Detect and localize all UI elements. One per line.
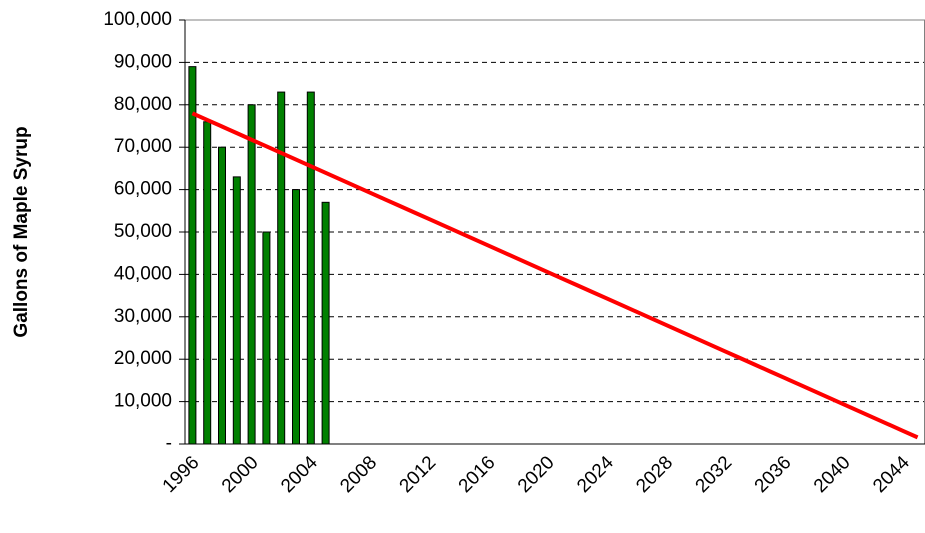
bar xyxy=(292,189,300,445)
y-tick-label: 50,000 xyxy=(114,221,172,242)
x-tick-label: 2024 xyxy=(573,452,618,497)
bar xyxy=(262,231,271,445)
trend-line xyxy=(191,111,919,440)
y-tick-label: 40,000 xyxy=(114,263,172,284)
x-tick-label: 2012 xyxy=(396,452,441,497)
bar xyxy=(277,91,286,445)
bar xyxy=(218,146,226,445)
y-tick-label: 90,000 xyxy=(114,51,172,72)
bar xyxy=(306,91,315,445)
x-tick-label: 2032 xyxy=(692,452,737,497)
x-tick-label: 1996 xyxy=(159,452,204,497)
x-tick-label: 2020 xyxy=(514,452,559,497)
y-tick-label: - xyxy=(166,433,172,454)
x-tick-label: 2044 xyxy=(869,452,914,497)
y-tick-label: 10,000 xyxy=(114,391,172,412)
y-tick-label: 20,000 xyxy=(114,348,172,369)
bar xyxy=(203,121,212,445)
x-tick-label: 2040 xyxy=(810,452,855,497)
x-tick-label: 2016 xyxy=(455,452,500,497)
y-tick-label: 70,000 xyxy=(114,136,172,157)
y-tick-label: 80,000 xyxy=(114,94,172,115)
bar xyxy=(321,201,330,445)
x-tick-label: 2028 xyxy=(632,452,677,497)
x-tick-label: 2036 xyxy=(751,452,796,497)
x-tick-label: 2008 xyxy=(336,452,381,497)
y-tick-label: 30,000 xyxy=(114,306,172,327)
x-tick-label: 2000 xyxy=(218,452,263,497)
y-axis-label: Gallons of Maple Syrup xyxy=(11,126,32,337)
bar xyxy=(232,176,241,445)
y-tick-label: 60,000 xyxy=(114,179,172,200)
bar xyxy=(247,104,256,445)
y-tick-label: 100,000 xyxy=(103,9,172,30)
x-tick-label: 2004 xyxy=(277,452,322,497)
bar xyxy=(188,66,197,445)
